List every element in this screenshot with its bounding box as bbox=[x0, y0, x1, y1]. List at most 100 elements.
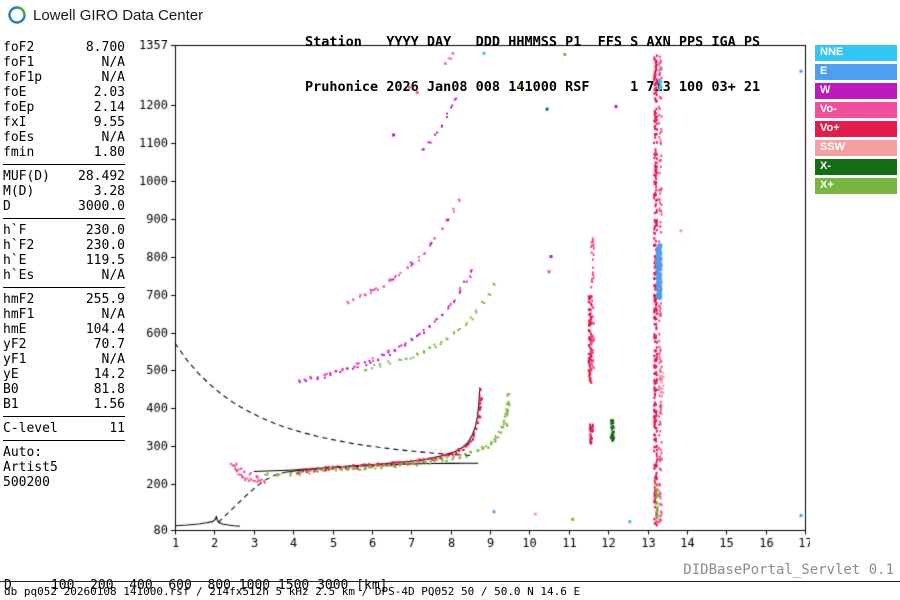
param-row: B1 1.56 bbox=[3, 397, 125, 412]
param-row: fmin 1.80 bbox=[3, 145, 125, 160]
param-row: yF2 70.7 bbox=[3, 337, 125, 352]
param-value: 3.28 bbox=[93, 184, 125, 199]
param-row: foF2 8.700 bbox=[3, 40, 125, 55]
legend-item-voplus: Vo+ bbox=[815, 121, 897, 137]
auto-scaling-line: Artist5 bbox=[3, 460, 125, 475]
param-row: foE 2.03 bbox=[3, 85, 125, 100]
param-label: foF1p bbox=[3, 70, 43, 85]
giro-logo-icon bbox=[8, 6, 26, 24]
param-row: M(D) 3.28 bbox=[3, 184, 125, 199]
param-label: MUF(D) bbox=[3, 169, 50, 184]
brand-title: Lowell GIRO Data Center bbox=[33, 6, 204, 24]
param-value: N/A bbox=[101, 268, 125, 283]
param-row: foF1p N/A bbox=[3, 70, 125, 85]
param-value: 1.80 bbox=[93, 145, 125, 160]
param-value: N/A bbox=[101, 130, 125, 145]
param-label: fxI bbox=[3, 115, 27, 130]
param-value: 230.0 bbox=[85, 238, 125, 253]
param-row: foEs N/A bbox=[3, 130, 125, 145]
param-value: 11 bbox=[109, 421, 125, 436]
param-value: 8.700 bbox=[85, 40, 125, 55]
param-label: h`F2 bbox=[3, 238, 35, 253]
param-value: N/A bbox=[101, 307, 125, 322]
auto-scaling-text: Artist5 bbox=[3, 460, 58, 475]
auto-scaling-line: Auto: bbox=[3, 445, 125, 460]
param-value: 255.9 bbox=[85, 292, 125, 307]
parameter-panel: foF2 8.700 foF1 N/A foF1p N/A foE 2.03 foEp 2.14 f… bbox=[3, 40, 125, 490]
legend-item-xplus: X+ bbox=[815, 178, 897, 194]
param-row: hmF2 255.9 bbox=[3, 292, 125, 307]
branding: Lowell GIRO Data Center bbox=[7, 5, 203, 25]
param-row: h`F2 230.0 bbox=[3, 238, 125, 253]
param-label: h`Es bbox=[3, 268, 35, 283]
param-label: B1 bbox=[3, 397, 19, 412]
param-label: B0 bbox=[3, 382, 19, 397]
param-value: 81.8 bbox=[93, 382, 125, 397]
param-row: D 3000.0 bbox=[3, 199, 125, 214]
param-label: h`F bbox=[3, 223, 27, 238]
param-value: 9.55 bbox=[93, 115, 125, 130]
panel-divider bbox=[3, 287, 125, 288]
param-value: 3000.0 bbox=[78, 199, 125, 214]
legend-item-xminus: X- bbox=[815, 159, 897, 175]
param-label: yF2 bbox=[3, 337, 27, 352]
param-label: hmF2 bbox=[3, 292, 35, 307]
panel-divider bbox=[3, 440, 125, 441]
param-value: N/A bbox=[101, 70, 125, 85]
param-row: foEp 2.14 bbox=[3, 100, 125, 115]
param-label: foEp bbox=[3, 100, 35, 115]
param-label: foE bbox=[3, 85, 27, 100]
echo-direction-legend: NNE E W Vo- Vo+ SSW X- X+ bbox=[815, 45, 897, 197]
param-value: 1.56 bbox=[93, 397, 125, 412]
param-value: 2.03 bbox=[93, 85, 125, 100]
param-value: N/A bbox=[101, 352, 125, 367]
param-value: 230.0 bbox=[85, 223, 125, 238]
param-value: N/A bbox=[101, 55, 125, 70]
param-row: yE 14.2 bbox=[3, 367, 125, 382]
param-row: h`E 119.5 bbox=[3, 253, 125, 268]
param-value: 14.2 bbox=[93, 367, 125, 382]
legend-item-w: W bbox=[815, 83, 897, 99]
param-label: D bbox=[3, 199, 11, 214]
param-row: yF1 N/A bbox=[3, 352, 125, 367]
servlet-version: DIDBasePortal_Servlet 0.1 bbox=[683, 562, 894, 578]
param-label: M(D) bbox=[3, 184, 35, 199]
panel-divider bbox=[3, 218, 125, 219]
param-row: hmE 104.4 bbox=[3, 322, 125, 337]
param-label: hmF1 bbox=[3, 307, 35, 322]
param-row: h`F 230.0 bbox=[3, 223, 125, 238]
param-row: MUF(D) 28.492 bbox=[3, 169, 125, 184]
param-label: hmE bbox=[3, 322, 27, 337]
param-row: foF1 N/A bbox=[3, 55, 125, 70]
param-label: yE bbox=[3, 367, 19, 382]
ionogram-plot bbox=[130, 40, 810, 555]
legend-item-vominus: Vo- bbox=[815, 102, 897, 118]
footer-info: db pq052 20260108 141000.rsf / 214fx512h… bbox=[4, 585, 581, 598]
param-value: 2.14 bbox=[93, 100, 125, 115]
param-value: 104.4 bbox=[85, 322, 125, 337]
param-label: C-level bbox=[3, 421, 58, 436]
param-label: foF2 bbox=[3, 40, 35, 55]
param-row: hmF1 N/A bbox=[3, 307, 125, 322]
legend-item-e: E bbox=[815, 64, 897, 80]
panel-divider bbox=[3, 164, 125, 165]
param-label: yF1 bbox=[3, 352, 27, 367]
legend-item-ssw: SSW bbox=[815, 140, 897, 156]
param-value: 70.7 bbox=[93, 337, 125, 352]
param-row: fxI 9.55 bbox=[3, 115, 125, 130]
param-row: h`Es N/A bbox=[3, 268, 125, 283]
param-label: h`E bbox=[3, 253, 27, 268]
param-row: B0 81.8 bbox=[3, 382, 125, 397]
distance-row: D 100 200 400 600 800 1000 1500 3000 [km… bbox=[4, 578, 388, 593]
auto-scaling-text: 500200 bbox=[3, 475, 50, 490]
auto-scaling-line: 500200 bbox=[3, 475, 125, 490]
param-value: 28.492 bbox=[78, 169, 125, 184]
param-label: foF1 bbox=[3, 55, 35, 70]
auto-scaling-text: Auto: bbox=[3, 445, 43, 460]
param-label: fmin bbox=[3, 145, 35, 160]
footer-divider bbox=[0, 581, 900, 582]
legend-item-nne: NNE bbox=[815, 45, 897, 61]
panel-divider bbox=[3, 416, 125, 417]
param-row: C-level 11 bbox=[3, 421, 125, 436]
